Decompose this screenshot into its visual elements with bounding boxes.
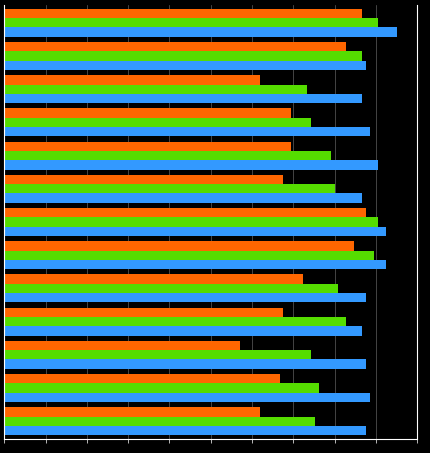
Bar	[4, 374, 280, 383]
Bar	[4, 184, 335, 193]
Bar	[4, 75, 260, 85]
Bar	[4, 426, 366, 435]
Bar	[4, 359, 366, 369]
Bar	[4, 226, 386, 236]
Bar	[4, 160, 378, 169]
Bar	[4, 175, 283, 184]
Bar	[4, 416, 315, 426]
Bar	[4, 94, 362, 103]
Bar	[4, 193, 362, 202]
Bar	[4, 118, 311, 127]
Bar	[4, 28, 397, 37]
Bar	[4, 341, 240, 350]
Bar	[4, 407, 260, 416]
Bar	[4, 127, 370, 136]
Bar	[4, 217, 378, 226]
Bar	[4, 208, 366, 217]
Bar	[4, 85, 307, 94]
Bar	[4, 61, 366, 70]
Bar	[4, 383, 319, 393]
Bar	[4, 42, 346, 51]
Bar	[4, 108, 291, 118]
Bar	[4, 393, 370, 402]
Bar	[4, 326, 362, 336]
Bar	[4, 151, 331, 160]
Bar	[4, 350, 311, 359]
Bar	[4, 293, 366, 302]
Bar	[4, 275, 303, 284]
Bar	[4, 241, 354, 251]
Bar	[4, 9, 362, 18]
Bar	[4, 51, 362, 61]
Bar	[4, 317, 346, 326]
Bar	[4, 284, 338, 293]
Bar	[4, 142, 291, 151]
Bar	[4, 308, 283, 317]
Bar	[4, 251, 374, 260]
Bar	[4, 260, 386, 269]
Bar	[4, 18, 378, 28]
